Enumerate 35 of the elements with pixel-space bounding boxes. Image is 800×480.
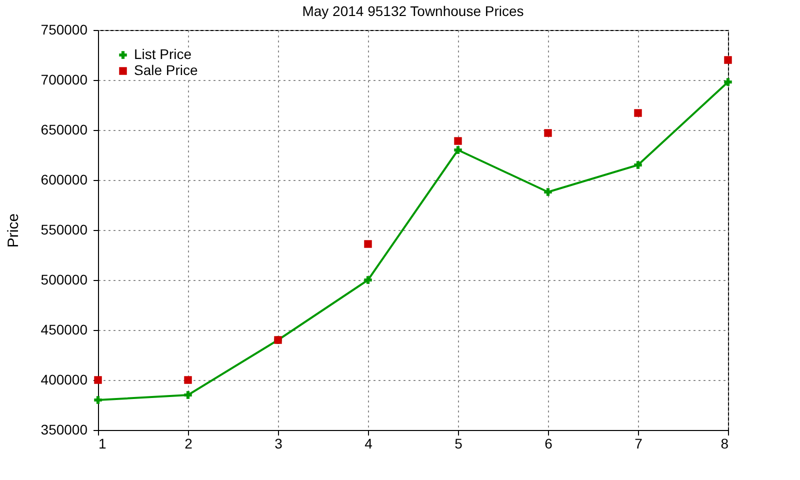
point (184, 376, 192, 384)
y-tick-label: 550000 (40, 222, 88, 238)
y-tick-label: 400000 (40, 372, 88, 388)
point (184, 391, 192, 399)
point (454, 146, 462, 154)
y-tick-label: 750000 (40, 22, 88, 38)
point (364, 276, 372, 284)
y-axis-title: Price (4, 213, 22, 248)
point (634, 109, 642, 117)
x-tick-label: 5 (454, 436, 463, 452)
x-tick-label: 2 (184, 436, 193, 452)
y-tick-label: 450000 (40, 322, 88, 338)
point (724, 78, 732, 86)
y-tick-label: 650000 (40, 122, 88, 138)
point (364, 240, 372, 248)
x-tick-label: 7 (634, 436, 643, 452)
y-tick-label: 700000 (40, 72, 88, 88)
x-tick-label: 1 (98, 436, 106, 452)
y-tick-label: 600000 (40, 172, 88, 188)
x-tick-label: 3 (274, 436, 283, 452)
point (724, 56, 732, 64)
x-tick-label: 4 (364, 436, 373, 452)
x-tick-label: 6 (544, 436, 553, 452)
x-tick-label: 8 (720, 436, 729, 452)
point (634, 161, 642, 169)
legend-label: Sale Price (134, 62, 198, 78)
chart-title: May 2014 95132 Townhouse Prices (302, 3, 524, 19)
point (94, 376, 102, 384)
point (544, 188, 552, 196)
y-tick-label: 500000 (40, 272, 88, 288)
point (94, 396, 102, 404)
point (454, 137, 462, 145)
legend-label: List Price (134, 46, 192, 62)
point (544, 129, 552, 137)
y-tick-label: 350000 (40, 422, 88, 438)
